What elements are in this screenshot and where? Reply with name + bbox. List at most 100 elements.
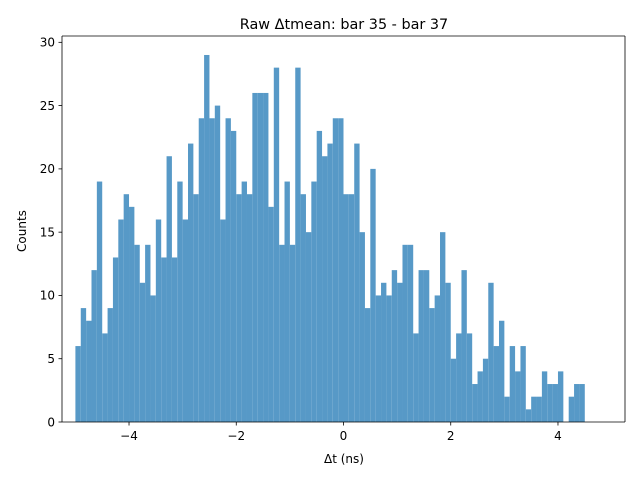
histogram-bar [273, 67, 280, 422]
histogram-bar [450, 358, 457, 422]
y-tick-label: 15 [40, 225, 55, 239]
histogram-bar [204, 54, 210, 422]
histogram-bar [386, 295, 392, 422]
histogram-bar [520, 346, 526, 422]
histogram-bar [456, 333, 462, 422]
x-tick-label: 4 [554, 429, 562, 443]
histogram-bar [102, 333, 108, 422]
histogram-bar [268, 206, 274, 422]
histogram-bar [370, 168, 376, 422]
histogram-bar [257, 92, 264, 423]
histogram-bar [332, 118, 339, 422]
histogram-bar [477, 371, 483, 422]
histogram-bar [96, 181, 103, 422]
histogram-bar [557, 371, 564, 422]
x-tick-label: 2 [447, 429, 455, 443]
histogram-bar [466, 333, 473, 422]
histogram-bar [429, 308, 435, 422]
y-tick-label: 30 [40, 36, 55, 50]
histogram-bar [246, 194, 253, 422]
histogram-bar [493, 346, 499, 422]
histogram-bar [161, 257, 167, 422]
histogram-bar [391, 270, 398, 422]
histogram-bar [445, 282, 451, 422]
x-axis-ticks: −4 −2 0 2 4 [120, 422, 562, 443]
histogram-bars [75, 54, 585, 423]
y-axis-ticks: 0 5 10 15 20 25 30 [40, 36, 62, 429]
histogram-bar [348, 194, 355, 422]
y-axis-label: Counts [15, 210, 29, 252]
histogram-bar [214, 105, 221, 422]
y-tick-label: 10 [40, 289, 55, 303]
histogram-bar [579, 384, 585, 422]
histogram-bar [423, 270, 430, 422]
histogram-bar [327, 143, 333, 422]
histogram-bar [509, 346, 516, 422]
y-tick-label: 20 [40, 162, 55, 176]
histogram-bar [574, 384, 580, 422]
histogram-bar [498, 320, 505, 422]
histogram-bar [472, 384, 478, 422]
histogram-bar [225, 118, 231, 422]
histogram-bar [536, 396, 542, 422]
histogram-bar [166, 156, 172, 423]
histogram-bar [209, 118, 215, 422]
x-tick-label: −4 [120, 429, 138, 443]
y-tick-label: 5 [47, 352, 55, 366]
x-tick-label: 0 [340, 429, 348, 443]
histogram-bar [402, 244, 408, 422]
histogram-bar [541, 371, 548, 422]
histogram-bar [220, 219, 226, 422]
histogram-bar [129, 206, 135, 422]
histogram-bar [359, 232, 365, 422]
histogram-bar [407, 244, 414, 422]
histogram-bar [252, 92, 258, 423]
chart-title: Raw Δtmean: bar 35 - bar 37 [240, 17, 448, 33]
histogram-bar [284, 181, 290, 422]
histogram-bar [150, 295, 156, 422]
histogram-bar [440, 232, 446, 422]
histogram-bar [434, 295, 441, 422]
histogram-bar [193, 194, 199, 422]
histogram-bar [300, 194, 306, 422]
histogram-bar [381, 282, 387, 422]
histogram-bar [241, 181, 247, 422]
histogram-bar [75, 346, 81, 422]
histogram-bar [155, 219, 162, 422]
histogram-bar [364, 308, 371, 422]
histogram-bar [525, 409, 532, 422]
histogram-bar [343, 194, 349, 422]
histogram-bar [354, 143, 360, 422]
histogram-bar [86, 320, 92, 422]
histogram-bar [311, 181, 317, 422]
histogram-bar [397, 282, 403, 422]
histogram-bar [112, 257, 119, 422]
histogram-bar [488, 282, 494, 422]
histogram-bar [316, 130, 323, 422]
histogram-bar [188, 143, 194, 422]
histogram-bar [80, 308, 87, 422]
histogram-bar [230, 130, 237, 422]
histogram-bar [295, 67, 301, 422]
histogram-bar [107, 308, 113, 422]
histogram-bar [322, 156, 328, 423]
histogram-bar [531, 396, 537, 422]
histogram-bar [263, 92, 269, 423]
histogram-bar [482, 358, 489, 422]
histogram-bar [289, 244, 296, 422]
histogram-bar [547, 384, 553, 422]
histogram-bar [413, 333, 419, 422]
histogram-bar [515, 371, 521, 422]
histogram-bar [568, 396, 575, 422]
histogram-bar [552, 384, 558, 422]
histogram-bar [305, 232, 312, 422]
y-tick-label: 0 [47, 415, 55, 429]
histogram-bar [338, 118, 344, 422]
histogram-bar [145, 244, 151, 422]
histogram-bar [504, 396, 510, 422]
x-axis-label: Δt (ns) [324, 452, 364, 466]
histogram-bar [91, 270, 97, 422]
y-tick-label: 25 [40, 99, 55, 113]
histogram-bar [418, 270, 424, 422]
